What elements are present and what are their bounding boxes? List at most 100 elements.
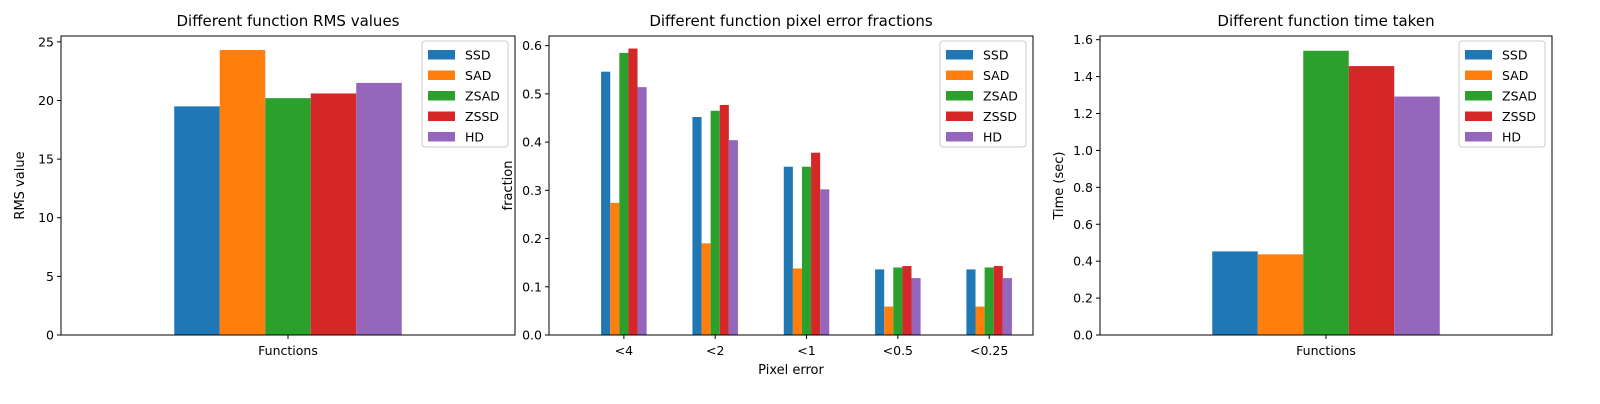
chart-title: Different function time taken — [1217, 12, 1434, 30]
y-tick-label: 1.6 — [1073, 32, 1093, 47]
bar-zssd-0 — [628, 48, 638, 336]
legend-label-hd: HD — [1502, 130, 1521, 145]
bar-sad-2 — [792, 268, 802, 335]
y-tick-label: 0.0 — [522, 328, 542, 343]
x-tick-label: <4 — [615, 343, 633, 358]
y-tick-label: 0 — [46, 328, 54, 343]
bar-zsad-0 — [265, 98, 311, 335]
chart-title: Different function RMS values — [177, 12, 400, 30]
bar-hd-2 — [820, 189, 830, 335]
x-tick-label: Functions — [1296, 343, 1356, 358]
legend-swatch-zsad — [1465, 91, 1492, 101]
legend: SSD SAD ZSAD ZSSD HD — [939, 40, 1027, 148]
legend-swatch-hd — [946, 132, 973, 142]
x-tick-label: Functions — [258, 343, 318, 358]
y-tick-label: 0.4 — [522, 135, 542, 150]
x-axis-label: Pixel error — [758, 363, 824, 378]
legend-swatch-sad — [946, 70, 973, 80]
legend-label-zsad: ZSAD — [465, 89, 500, 104]
bar-zsad-1 — [710, 110, 720, 335]
y-tick-label: 0.6 — [1073, 217, 1093, 232]
bar-sad-0 — [1257, 254, 1304, 335]
chart-title: Different function pixel error fractions — [649, 12, 933, 30]
y-tick-label: 0.0 — [1073, 328, 1093, 343]
bar-zsad-2 — [801, 166, 812, 335]
legend-swatch-zsad — [428, 91, 455, 101]
bar-sad-4 — [975, 306, 985, 335]
x-tick-label: <2 — [706, 343, 724, 358]
legend-label-zssd: ZSSD — [983, 109, 1017, 124]
chart-2: 0.0 0.1 0.2 0.3 0.4 0.5 0.6 <4 <2 <1 <0.5 <0.25 Diff… — [501, 12, 1034, 378]
legend-label-sad: SAD — [1502, 68, 1528, 83]
bar-ssd-0 — [601, 71, 611, 335]
bar-ssd-4 — [966, 269, 976, 335]
chart-3: 0.0 0.2 0.4 0.6 0.8 1.0 1.2 1.4 1.6 Functions Diff… — [1052, 12, 1553, 358]
y-tick-label: 0.5 — [522, 86, 542, 101]
x-tick-label: <0.25 — [970, 343, 1008, 358]
legend-swatch-ssd — [1465, 50, 1492, 60]
legend-swatch-sad — [1465, 70, 1492, 80]
legend: SSD SAD ZSAD ZSSD HD — [421, 40, 509, 148]
legend-label-zsad: ZSAD — [983, 89, 1018, 104]
legend-swatch-zsad — [946, 91, 973, 101]
legend-swatch-ssd — [428, 50, 455, 60]
y-tick-label: 1.2 — [1073, 106, 1093, 121]
legend-swatch-zssd — [1465, 111, 1492, 121]
y-tick-label: 0.6 — [522, 38, 542, 53]
bar-ssd-3 — [875, 269, 885, 335]
legend-swatch-zssd — [946, 111, 973, 121]
y-axis-label: fraction — [501, 161, 516, 211]
legend-label-hd: HD — [465, 130, 484, 145]
legend-swatch-ssd — [946, 50, 973, 60]
y-axis-label: Time (sec) — [1052, 151, 1067, 220]
bar-zssd-0 — [310, 93, 357, 336]
legend-label-ssd: SSD — [983, 48, 1009, 63]
bar-hd-4 — [1002, 278, 1012, 335]
legend-label-ssd: SSD — [1502, 48, 1528, 63]
bar-ssd-2 — [783, 166, 793, 335]
legend-swatch-sad — [428, 70, 455, 80]
x-tick-label: <0.5 — [883, 343, 913, 358]
y-tick-label: 0.3 — [522, 183, 542, 198]
bar-hd-0 — [1394, 96, 1440, 335]
bar-sad-0 — [219, 50, 266, 335]
bar-zssd-3 — [902, 266, 912, 335]
bar-ssd-0 — [1212, 251, 1258, 335]
bar-zssd-4 — [993, 266, 1003, 335]
bar-zsad-3 — [893, 267, 903, 335]
legend-swatch-hd — [428, 132, 455, 142]
y-tick-label: 1.0 — [1073, 143, 1093, 158]
bar-hd-3 — [911, 278, 921, 335]
y-tick-label: 0.1 — [522, 279, 542, 294]
x-tick-label: <1 — [797, 343, 815, 358]
legend-swatch-zssd — [428, 111, 455, 121]
y-tick-label: 1.4 — [1073, 69, 1093, 84]
y-tick-label: 10 — [38, 210, 54, 225]
legend-label-sad: SAD — [465, 68, 491, 83]
bar-zsad-0 — [1303, 50, 1349, 335]
y-tick-label: 0.4 — [1073, 254, 1093, 269]
bar-zssd-0 — [1348, 66, 1395, 335]
bar-sad-3 — [884, 306, 894, 335]
y-tick-label: 25 — [38, 34, 54, 49]
y-tick-label: 15 — [38, 152, 54, 167]
y-tick-label: 20 — [38, 93, 54, 108]
bar-sad-0 — [610, 202, 620, 335]
bar-hd-0 — [637, 87, 647, 335]
axes-frame — [548, 35, 1034, 336]
legend-label-sad: SAD — [983, 68, 1009, 83]
legend-label-zssd: ZSSD — [465, 109, 499, 124]
bar-zssd-1 — [719, 104, 729, 335]
y-axis-label: RMS value — [13, 151, 28, 219]
legend-swatch-hd — [1465, 132, 1492, 142]
bar-ssd-1 — [692, 117, 702, 336]
bar-zsad-0 — [619, 52, 629, 336]
y-tick-label: 0.8 — [1073, 180, 1093, 195]
legend-label-zsad: ZSAD — [1502, 89, 1537, 104]
bar-zssd-2 — [811, 152, 821, 335]
legend-label-zssd: ZSSD — [1502, 109, 1536, 124]
bar-ssd-0 — [174, 106, 220, 336]
legend: SSD SAD ZSAD ZSSD HD — [1458, 40, 1546, 148]
